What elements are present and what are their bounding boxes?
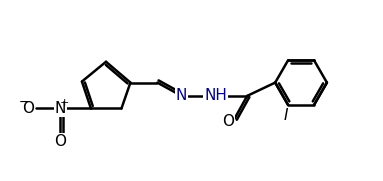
Text: N: N — [176, 88, 187, 103]
Text: +: + — [60, 98, 69, 108]
Text: NH: NH — [204, 88, 227, 103]
Text: O: O — [222, 113, 234, 129]
Text: O: O — [54, 134, 66, 149]
Text: −: − — [18, 96, 29, 108]
Text: O: O — [23, 101, 34, 116]
Text: N: N — [55, 101, 66, 116]
Text: I: I — [284, 108, 288, 123]
